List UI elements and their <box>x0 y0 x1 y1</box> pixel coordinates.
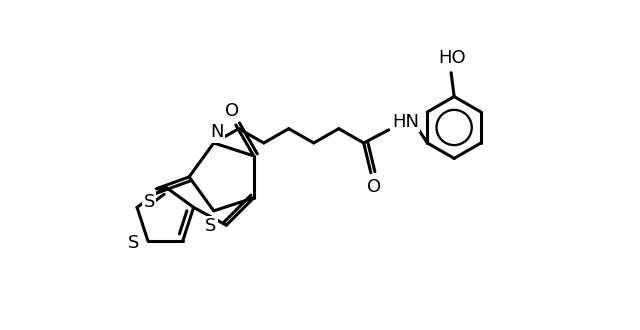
Text: O: O <box>225 102 239 120</box>
Text: S: S <box>205 217 216 235</box>
Text: N: N <box>210 123 223 141</box>
Text: O: O <box>367 178 381 196</box>
Text: S: S <box>143 193 155 211</box>
Text: HO: HO <box>438 50 466 67</box>
Text: S: S <box>128 234 140 252</box>
Text: HN: HN <box>392 113 419 131</box>
